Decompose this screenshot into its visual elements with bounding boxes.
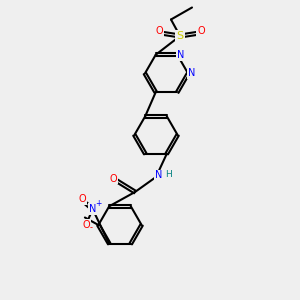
Text: +: + <box>95 199 102 208</box>
Text: N: N <box>155 170 163 181</box>
Text: O: O <box>83 220 91 230</box>
Text: N: N <box>89 204 96 214</box>
Text: O: O <box>197 26 205 37</box>
Text: N: N <box>188 68 195 79</box>
Text: S: S <box>176 31 184 41</box>
Text: N: N <box>177 50 184 60</box>
Text: -: - <box>90 223 93 232</box>
Text: H: H <box>165 170 172 179</box>
Text: O: O <box>109 173 117 184</box>
Text: O: O <box>155 26 163 37</box>
Text: O: O <box>78 194 86 204</box>
